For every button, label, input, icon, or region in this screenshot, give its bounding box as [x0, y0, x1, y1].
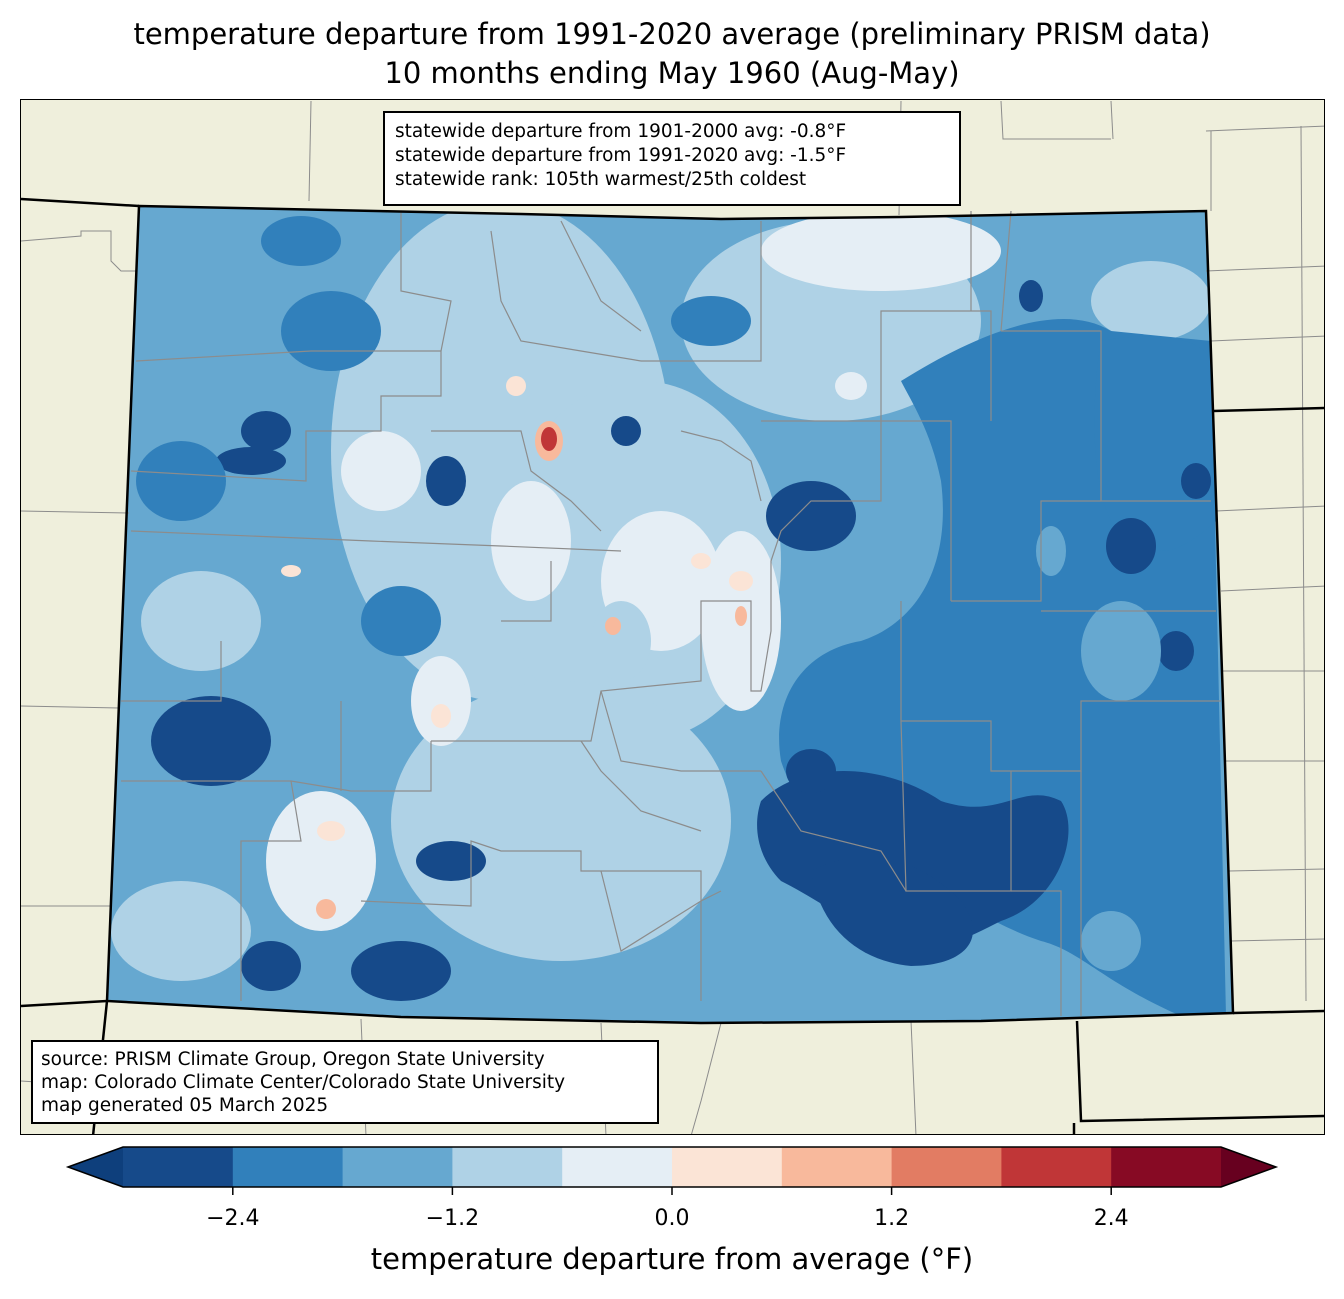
colorbar-bin — [342, 1147, 453, 1187]
map-title-line-1: temperature departure from 1991-2020 ave… — [133, 17, 1211, 51]
colorbar-bin — [232, 1147, 344, 1187]
colorbar-bin — [781, 1147, 893, 1187]
colorbar — [65, 1146, 1279, 1195]
colorbar-bin — [452, 1147, 563, 1187]
source-line-3: map generated 05 March 2025 — [41, 1095, 329, 1116]
source-box: source: PRISM Climate Group, Oregon Stat… — [31, 1040, 659, 1124]
stats-line-1: statewide departure from 1901-2000 avg: … — [395, 121, 847, 142]
source-line-1: source: PRISM Climate Group, Oregon Stat… — [41, 1049, 545, 1070]
colorbar-tick-label: −1.2 — [425, 1206, 480, 1231]
county-lines — [121, 210, 1221, 1016]
colorbar-tick-label: −2.4 — [206, 1206, 260, 1231]
colorbar-tick-label: 1.2 — [874, 1206, 910, 1231]
state-lines — [21, 197, 1324, 1134]
source-line-2: map: Colorado Climate Center/Colorado St… — [41, 1072, 566, 1093]
stats-line-2: statewide departure from 1991-2020 avg: … — [395, 145, 847, 166]
colorbar-extend-low — [68, 1147, 123, 1187]
colorbar-bin — [672, 1147, 783, 1187]
colorbar-tick-label: 0.0 — [654, 1206, 690, 1231]
colorbar-bin — [1111, 1147, 1222, 1187]
colorado-map — [21, 100, 1324, 1134]
map-title-line-2: 10 months ending May 1960 (Aug-May) — [384, 56, 960, 90]
map-frame — [20, 99, 1325, 1135]
colorbar-extend-high — [1221, 1147, 1276, 1187]
colorbar-bin — [123, 1147, 234, 1187]
colorbar-bin — [1001, 1147, 1112, 1187]
temperature-field — [107, 206, 1233, 1023]
statewide-stats-box: statewide departure from 1901-2000 avg: … — [383, 111, 961, 206]
colorbar-bin — [891, 1147, 1002, 1187]
colorbar-tick-label: 2.4 — [1093, 1206, 1129, 1231]
colorbar-bin — [562, 1147, 673, 1187]
stats-line-3: statewide rank: 105th warmest/25th colde… — [395, 169, 807, 190]
colorbar-label: temperature departure from average (°F) — [370, 1242, 974, 1276]
colorbar-outline — [65, 1146, 1279, 1188]
